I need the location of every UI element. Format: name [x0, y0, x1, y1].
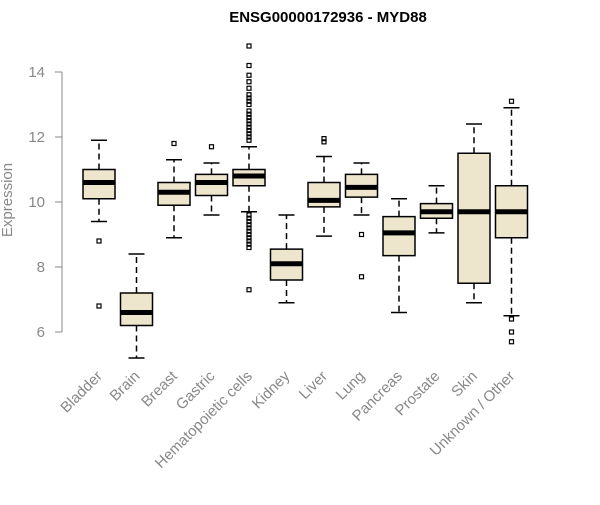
outlier-point	[246, 241, 252, 247]
box-iqr	[307, 181, 341, 208]
x-tick-label: Kidney	[249, 367, 294, 412]
y-tick-label: 10	[28, 194, 45, 211]
outlier-point	[246, 95, 252, 101]
outlier-point	[246, 114, 252, 121]
outlier-point	[246, 215, 252, 221]
outlier-point	[508, 339, 515, 345]
outlier-point	[246, 235, 252, 241]
chart-title: ENSG00000172936 - MYD88	[229, 9, 427, 26]
outlier-point	[246, 218, 252, 225]
outlier-point	[246, 287, 252, 293]
y-tick-label: 14	[28, 64, 45, 81]
y-axis-label: Expression	[0, 163, 16, 237]
outlier-point	[321, 136, 327, 142]
y-axis: 6 8 10 12 14	[28, 64, 63, 341]
x-tick-label: Bladder	[57, 368, 106, 417]
box-group	[269, 214, 304, 304]
outlier-point	[246, 244, 252, 251]
y-tick-label: 8	[37, 259, 45, 276]
outlier-point	[246, 238, 252, 244]
box-group	[157, 140, 191, 239]
outlier-point	[246, 98, 252, 104]
box-group	[82, 139, 116, 309]
box-group	[494, 98, 529, 345]
outlier-point	[246, 118, 252, 124]
outlier-point	[246, 225, 252, 231]
outlier-point	[358, 231, 365, 238]
outlier-point	[246, 124, 252, 130]
box-group	[344, 162, 379, 280]
outlier-point	[246, 231, 252, 238]
outlier-point	[246, 79, 252, 85]
outlier-point	[208, 144, 215, 150]
outlier-point	[508, 329, 515, 335]
outlier-point	[246, 127, 252, 134]
outlier-point	[96, 303, 102, 309]
outlier-point	[246, 222, 252, 228]
outlier-point	[508, 98, 515, 104]
box-group	[419, 185, 454, 234]
box-iqr	[119, 292, 154, 327]
outlier-point	[358, 274, 365, 280]
box-group	[457, 123, 491, 304]
box-group	[194, 144, 229, 216]
outlier-point	[508, 316, 515, 322]
outlier-point	[246, 137, 252, 143]
outlier-point	[171, 140, 177, 147]
outlier-point	[246, 43, 252, 49]
outlier-point	[246, 134, 252, 140]
outlier-point	[321, 139, 327, 145]
outlier-point	[246, 121, 252, 127]
outlier-point	[246, 101, 252, 108]
box-group	[119, 253, 154, 359]
outlier-point	[246, 228, 252, 234]
outlier-point	[246, 85, 252, 91]
box-iqr	[382, 215, 416, 257]
outlier-point	[246, 131, 252, 137]
boxes-layer	[82, 43, 529, 359]
box-group	[232, 43, 266, 293]
outlier-point	[246, 72, 252, 78]
x-tick-label: Skin	[448, 368, 481, 401]
box-iqr	[457, 152, 491, 284]
outlier-point	[246, 111, 252, 117]
outlier-point	[246, 108, 252, 114]
outlier-point	[96, 238, 102, 244]
outlier-point	[246, 62, 252, 69]
x-tick-label: Liver	[296, 368, 331, 403]
outlier-point	[246, 212, 252, 218]
outlier-point	[246, 92, 252, 98]
box-group	[307, 136, 341, 237]
box-group	[382, 198, 416, 314]
y-tick-label: 12	[28, 129, 45, 146]
y-tick-label: 6	[37, 324, 45, 341]
